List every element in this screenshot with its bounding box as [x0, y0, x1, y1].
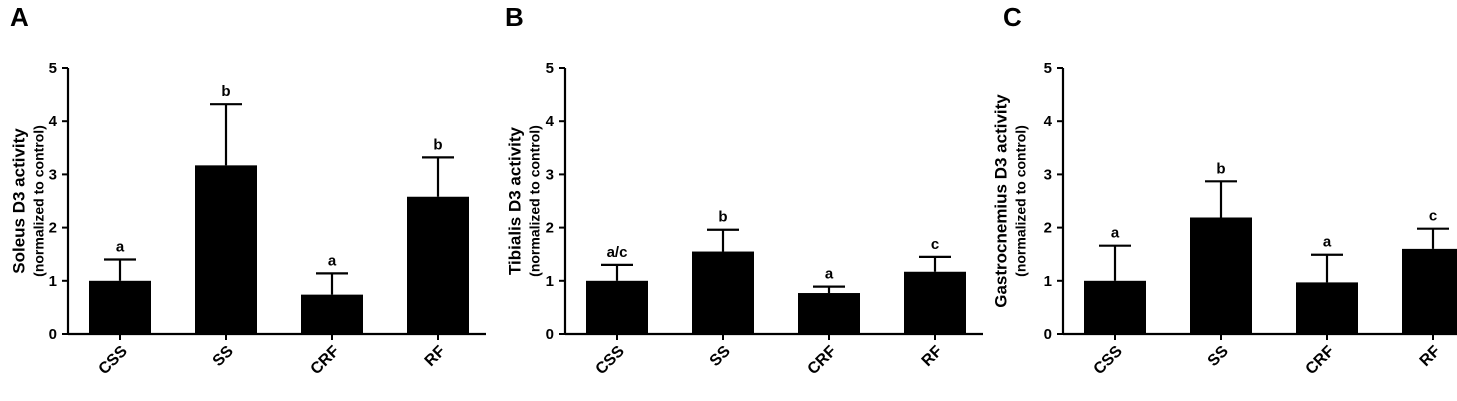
bar	[1190, 217, 1252, 334]
significance-label: a	[825, 266, 834, 283]
y-tick-label: 4	[546, 113, 555, 130]
category-label: CSS	[593, 343, 629, 379]
significance-label: c	[1429, 208, 1437, 225]
y-tick-label: 2	[546, 220, 554, 237]
y-tick-label: 1	[1044, 273, 1052, 290]
bar	[1084, 280, 1146, 334]
chart-panel-b: B Tibialis D3 activity (normalized to cont…	[505, 2, 983, 378]
y-tick-label: 1	[546, 273, 554, 290]
y-axis-label: Gastrocnemius D3 activity	[991, 94, 1010, 308]
bar	[586, 280, 648, 334]
category-label: SS	[707, 343, 734, 370]
category-label: SS	[1205, 343, 1232, 370]
panel-letter: B	[505, 2, 524, 32]
bar	[798, 293, 860, 334]
category-label: CRF	[1303, 343, 1338, 378]
panel-letter: A	[10, 2, 29, 32]
y-tick-label: 0	[1044, 326, 1052, 343]
y-tick-label: 4	[1044, 113, 1053, 130]
category-label: RF	[422, 343, 449, 370]
bar	[1296, 282, 1358, 334]
category-label: RF	[919, 343, 946, 370]
y-axis-sublabel: (normalized to control)	[527, 125, 543, 277]
bar	[301, 294, 363, 334]
category-label: RF	[1417, 343, 1444, 370]
significance-label: b	[433, 136, 442, 153]
y-tick-label: 5	[546, 60, 554, 77]
significance-label: a	[1111, 225, 1120, 242]
bar	[195, 165, 257, 334]
y-axis-label: Tibialis D3 activity	[505, 126, 524, 275]
y-tick-label: 5	[49, 60, 57, 77]
y-axis-label: Soleus D3 activity	[9, 128, 28, 274]
category-label: CRF	[308, 343, 343, 378]
y-tick-label: 3	[546, 166, 554, 183]
category-label: SS	[210, 343, 237, 370]
chart-panel-a: A Soleus D3 activity (normalized to contro…	[9, 2, 486, 378]
category-label: CRF	[805, 343, 840, 378]
significance-label: a	[1323, 234, 1332, 251]
y-tick-label: 3	[49, 166, 57, 183]
y-axis-sublabel: (normalized to control)	[31, 125, 47, 277]
bar	[407, 196, 469, 334]
panel-letter: C	[1003, 2, 1022, 32]
bar	[904, 271, 966, 334]
bar	[89, 280, 151, 334]
chart-panel-c: C Gastrocnemius D3 activity (normalized to…	[991, 2, 1457, 378]
significance-label: a	[328, 252, 337, 269]
y-tick-label: 0	[546, 326, 554, 343]
significance-label: b	[718, 209, 727, 226]
y-tick-label: 1	[49, 273, 57, 290]
y-axis-sublabel: (normalized to control)	[1013, 125, 1029, 277]
y-tick-label: 2	[1044, 220, 1052, 237]
significance-label: b	[221, 83, 230, 100]
significance-label: a/c	[607, 244, 628, 261]
category-label: CSS	[96, 343, 132, 379]
bar	[1402, 248, 1457, 334]
significance-label: a	[116, 239, 125, 256]
y-tick-label: 3	[1044, 166, 1052, 183]
significance-label: c	[931, 236, 939, 253]
category-label: CSS	[1091, 343, 1127, 379]
y-tick-label: 4	[49, 113, 58, 130]
significance-label: b	[1216, 160, 1225, 177]
bar	[692, 251, 754, 334]
y-tick-label: 2	[49, 220, 57, 237]
y-tick-label: 5	[1044, 60, 1052, 77]
y-tick-label: 0	[49, 326, 57, 343]
